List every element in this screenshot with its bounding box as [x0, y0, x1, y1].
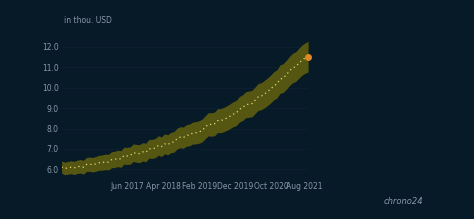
Point	[304, 55, 312, 58]
Text: chrono24: chrono24	[384, 197, 424, 206]
Text: in thou. USD: in thou. USD	[64, 16, 112, 25]
